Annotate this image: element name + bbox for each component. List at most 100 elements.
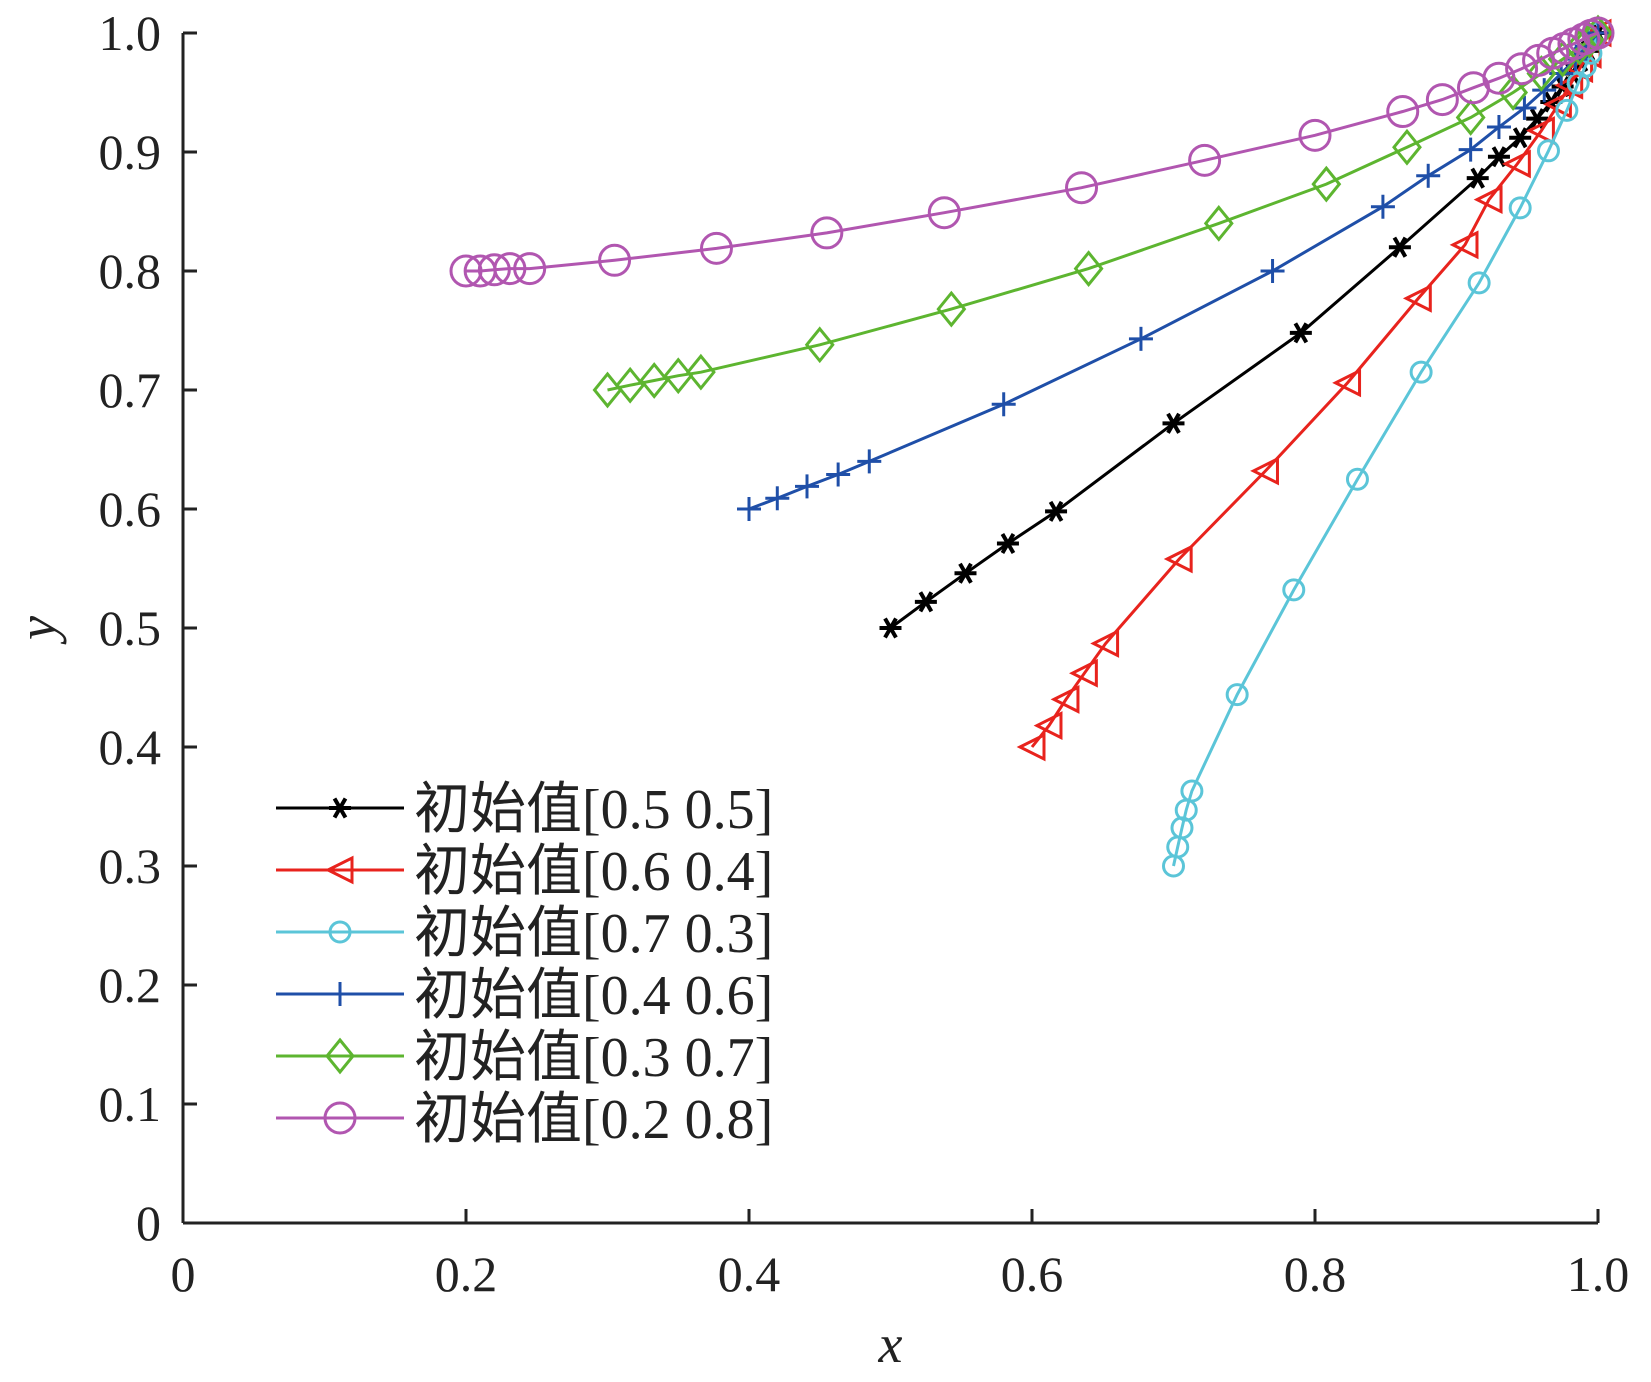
marker-stroke: [1166, 412, 1181, 434]
data-point: [1345, 467, 1369, 491]
marker-stroke: [1529, 108, 1545, 130]
marker-stroke: [883, 617, 898, 639]
data-point: [1482, 61, 1516, 95]
data-point: [996, 532, 1019, 555]
marker-stroke: [1470, 167, 1485, 189]
data-point: [1508, 196, 1532, 220]
x-tick-label: 0.4: [718, 1246, 781, 1302]
series-5: [592, 14, 1613, 409]
y-tick-label: 0: [136, 1195, 161, 1251]
data-point: [914, 591, 937, 613]
legend-marker: [329, 797, 351, 819]
legend-label: 初始值[0.5 0.5]: [414, 779, 773, 841]
data-point: [1203, 205, 1234, 242]
data-point: [1512, 95, 1537, 120]
data-point: [1162, 412, 1185, 434]
data-point: [1033, 711, 1063, 741]
y-tick-label: 1.0: [99, 5, 162, 61]
data-point: [663, 357, 694, 395]
series-3: [1162, 21, 1610, 878]
data-point: [927, 196, 961, 230]
data-point: [1555, 98, 1579, 122]
y-tick-label: 0.1: [99, 1076, 162, 1132]
data-point: [1282, 578, 1306, 602]
data-point: [513, 252, 547, 286]
y-tick-label: 0.2: [99, 957, 162, 1013]
data-point: [1473, 185, 1503, 215]
data-point: [795, 474, 820, 499]
data-point: [1498, 74, 1529, 111]
legend-entry: 初始值[0.2 0.8]: [276, 1089, 773, 1151]
y-tick-label: 0.4: [99, 719, 162, 775]
data-point: [1050, 684, 1080, 714]
data-point: [1163, 544, 1193, 574]
legend-label: 初始值[0.3 0.7]: [414, 1027, 773, 1089]
data-point: [1069, 658, 1098, 688]
legend: 初始值[0.5 0.5]初始值[0.6 0.4]初始值[0.7 0.3]初始值[…: [276, 779, 773, 1151]
y-tick-label: 0.8: [99, 243, 162, 299]
series-6: [449, 16, 1615, 288]
legend-label: 初始值[0.6 0.4]: [414, 841, 773, 903]
data-point: [1567, 22, 1601, 56]
legend-entry: 初始值[0.5 0.5]: [276, 779, 773, 841]
data-point: [1581, 16, 1615, 50]
data-point: [1505, 52, 1539, 86]
data-point: [1188, 143, 1222, 177]
data-point: [1298, 118, 1332, 152]
data-point: [1509, 127, 1532, 149]
x-tick-label: 0.6: [1001, 1246, 1064, 1302]
data-point: [810, 216, 844, 250]
series-4: [737, 21, 1610, 521]
data-point: [1090, 629, 1120, 658]
marker-stroke: [1491, 146, 1507, 168]
data-point: [826, 462, 851, 487]
legend-marker: [328, 920, 352, 944]
data-point: [1458, 137, 1483, 162]
data-point: [1532, 78, 1557, 103]
data-point: [1260, 259, 1285, 283]
data-point: [991, 392, 1016, 417]
x-tick-label: 1.0: [1567, 1246, 1630, 1302]
data-point: [1409, 360, 1433, 384]
marker-stroke: [1048, 500, 1064, 522]
data-point: [1128, 326, 1153, 351]
data-point: [1045, 500, 1068, 522]
data-point: [1392, 128, 1422, 166]
data-point: [1402, 283, 1432, 313]
legend-entry: 初始值[0.6 0.4]: [276, 841, 773, 903]
data-point: [1311, 165, 1342, 203]
data-point: [1425, 83, 1459, 117]
data-point: [936, 290, 967, 328]
legend-marker: [324, 855, 354, 885]
x-tick-label: 0.8: [1284, 1246, 1347, 1302]
y-axis-title: y: [7, 616, 67, 645]
data-point: [954, 562, 977, 584]
data-point: [699, 231, 733, 265]
legend-entry: 初始值[0.7 0.3]: [276, 903, 773, 965]
data-point: [1016, 732, 1046, 762]
legend-label: 初始值[0.4 0.6]: [414, 965, 773, 1027]
data-point: [449, 254, 483, 288]
data-point: [1487, 146, 1510, 168]
data-point: [1486, 115, 1511, 140]
y-tick-label: 0.7: [99, 362, 162, 418]
series-layer: [449, 14, 1615, 878]
marker-stroke: [332, 797, 348, 819]
data-point: [857, 449, 882, 474]
x-axis-title: x: [878, 1314, 903, 1374]
data-point: [615, 366, 646, 404]
data-point: [804, 326, 835, 364]
y-tick-label: 0.5: [99, 600, 162, 656]
marker-stroke: [1392, 236, 1408, 258]
data-point: [1455, 99, 1486, 136]
data-point: [477, 253, 511, 287]
data-point: [1536, 139, 1560, 163]
legend-entry: 初始值[0.4 0.6]: [276, 965, 773, 1027]
legend-label: 初始值[0.2 0.8]: [414, 1089, 773, 1151]
data-point: [598, 243, 632, 277]
data-point: [879, 617, 902, 639]
marker-stroke: [1512, 127, 1528, 149]
y-tick-label: 0.9: [99, 124, 162, 180]
data-point: [1416, 163, 1441, 188]
data-point: [1370, 194, 1395, 219]
